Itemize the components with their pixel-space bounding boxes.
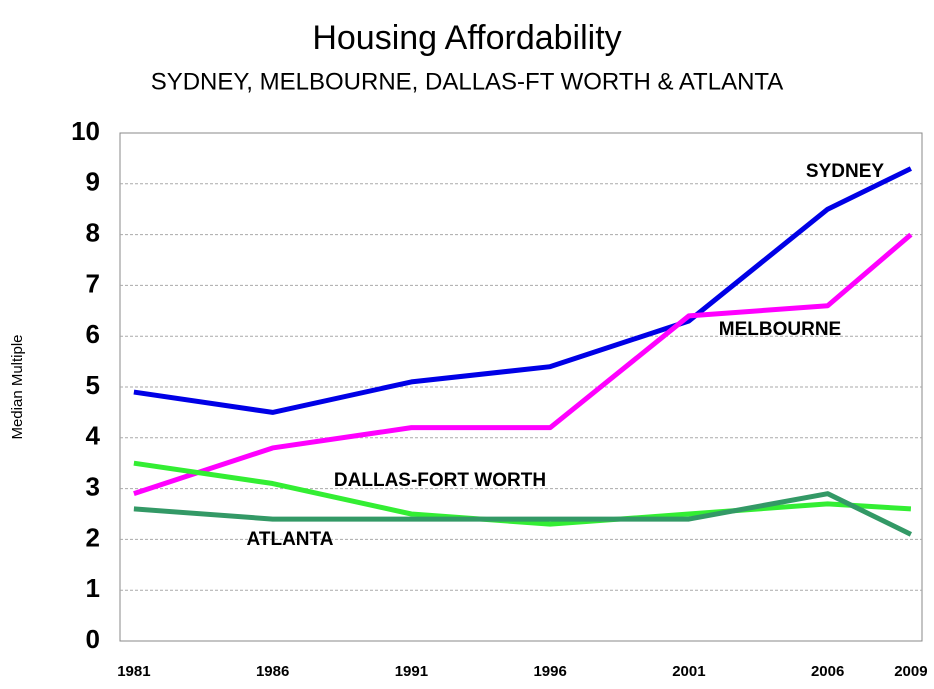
series-line	[133, 166, 912, 415]
y-tick-label: 1	[86, 573, 100, 603]
y-tick-label: 2	[86, 522, 100, 552]
y-tick-label: 9	[86, 167, 100, 197]
x-tick-label: 1991	[395, 663, 428, 680]
chart-subtitle: SYDNEY, MELBOURNE, DALLAS-FT WORTH & ATL…	[151, 68, 784, 95]
y-axis-label: Median Multiple	[9, 334, 26, 439]
series-line	[133, 460, 912, 527]
x-tick-label: 2001	[672, 663, 705, 680]
y-tick-label: 8	[86, 217, 100, 247]
series-line	[133, 232, 913, 497]
series-label: SYDNEY	[806, 161, 884, 182]
x-tick-label: 2006	[811, 663, 844, 680]
x-tick-label: 1981	[117, 663, 150, 680]
series-label: DALLAS-FORT WORTH	[334, 470, 546, 491]
x-tick-label: 1986	[256, 663, 289, 680]
series-label: ATLANTA	[247, 529, 334, 550]
series-line	[133, 491, 912, 537]
y-tick-label: 3	[86, 471, 100, 501]
x-tick-label: 1996	[533, 663, 566, 680]
y-tick-label: 4	[86, 421, 101, 451]
y-tick-label: 6	[86, 319, 100, 349]
y-tick-label: 7	[86, 268, 100, 298]
y-tick-label: 0	[86, 624, 100, 654]
x-tick-label: 2009	[894, 663, 927, 680]
y-tick-label: 5	[86, 370, 100, 400]
series-label: MELBOURNE	[719, 319, 841, 340]
chart-title: Housing Affordability	[312, 19, 621, 57]
y-tick-label: 10	[71, 116, 100, 146]
